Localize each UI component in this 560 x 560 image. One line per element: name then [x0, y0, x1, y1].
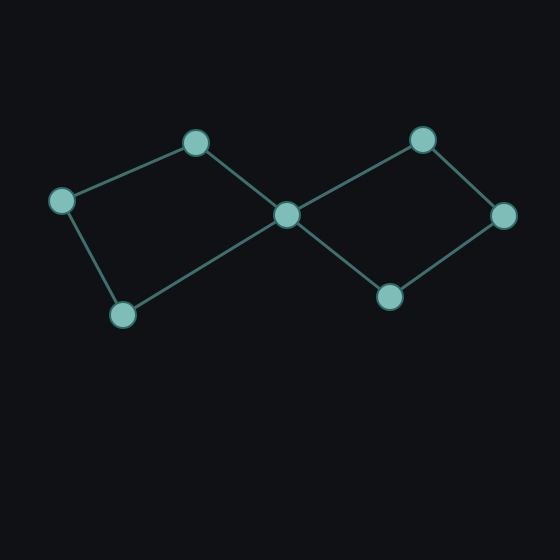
graph-edge-n4-n5 [285, 138, 425, 217]
graph-node-n4[interactable] [273, 201, 301, 229]
graph-edge-n4-n6 [285, 213, 392, 299]
graph-edge-n1-n3 [60, 199, 125, 317]
edge-layer [60, 138, 506, 317]
graph-edge-n2-n4 [194, 141, 289, 217]
graph-edge-n6-n7 [388, 214, 506, 299]
graph-edge-n1-n2 [60, 141, 198, 203]
graph-node-n5[interactable] [409, 126, 437, 154]
graph-node-n2[interactable] [182, 129, 210, 157]
graph-node-n6[interactable] [376, 283, 404, 311]
graph-node-n1[interactable] [48, 187, 76, 215]
graph-edge-n5-n7 [421, 138, 506, 218]
graph-edge-n3-n4 [121, 213, 289, 317]
graph-node-n3[interactable] [109, 301, 137, 329]
node-layer [48, 126, 518, 329]
graph-node-n7[interactable] [490, 202, 518, 230]
